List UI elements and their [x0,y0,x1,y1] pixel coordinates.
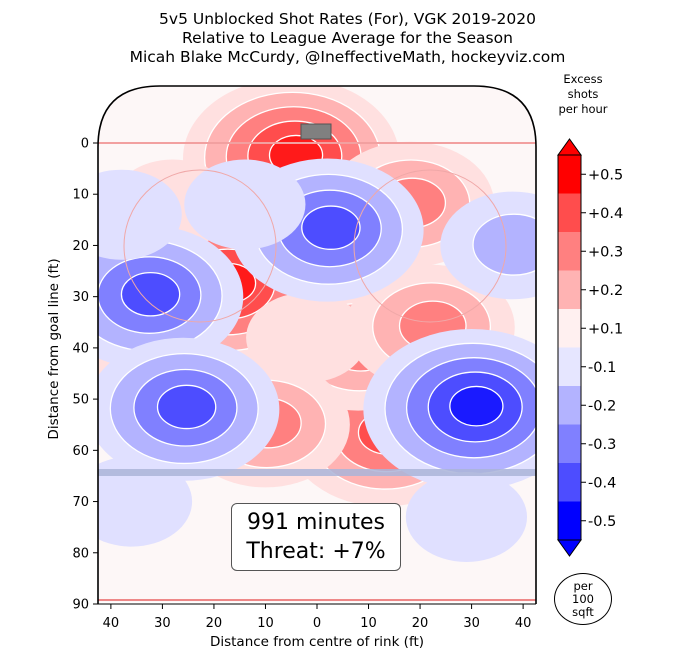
y-tick-label: 40 [72,341,89,356]
y-tick-label: 0 [81,137,89,152]
colorbar-band [558,386,581,425]
contour-level [120,271,181,317]
chart-credit: Micah Blake McCurdy, @IneffectiveMath, h… [129,48,566,66]
contour-level [449,385,504,427]
colorbar-frame [557,154,582,541]
contour-level [405,471,528,562]
contour-level [98,169,182,260]
y-axis-label: Distance from goal line (ft) [46,258,62,439]
colorbar-title-line2: shots [567,87,599,101]
colorbar-band [558,501,581,540]
x-tick-label: 40 [515,616,532,631]
x-axis: 40 30 20 10 0 10 20 30 40 [98,603,536,631]
colorbar-title-line1: Excess [563,72,603,86]
y-tick-label: 50 [72,393,89,408]
colorbar: +0.5 +0.4 +0.3 +0.2 +0.1 -0.1 -0.2 -0.3 -0.4 -0.5 [557,138,623,557]
units-badge: per 100 sqft [554,573,612,625]
heat-feature [98,169,182,260]
colorbar-band [558,193,581,232]
minutes-label: 991 minutes [246,510,386,535]
colorbar-extend-top [557,138,582,156]
contour-level [472,213,536,276]
heat-feature [98,456,193,547]
contour-level [301,205,361,250]
x-tick-label: 10 [257,616,274,631]
y-tick-label: 80 [72,546,89,561]
colorbar-tick-label: +0.2 [588,283,623,299]
heat-feature [246,292,368,383]
colorbar-band [558,155,581,194]
x-tick-label: 10 [360,616,377,631]
colorbar-extend-bottom [557,539,582,557]
summary-annotation-box: 991 minutes Threat: +7% [231,503,401,571]
faceoff-circle-right [353,169,507,323]
contour-level [98,456,193,547]
colorbar-tick-label: -0.2 [588,398,616,414]
units-line3: sqft [572,605,594,619]
contour-level [246,292,368,383]
x-tick-label: 20 [206,616,223,631]
colorbar-tick-label: +0.1 [588,321,623,337]
threat-label: Threat: +7% [246,539,386,564]
y-tick-label: 60 [72,444,89,459]
heat-feature [184,159,306,250]
blue-line [98,469,536,476]
colorbar-band [558,232,581,271]
colorbar-tick-label: -0.4 [588,475,616,491]
colorbar-title: Excess shots per hour [548,72,618,117]
colorbar-band [558,347,581,386]
colorbar-tick-label: +0.4 [588,206,623,222]
chart-title: 5v5 Unblocked Shot Rates (For), VGK 2019… [159,10,536,28]
rink-boards [97,85,537,604]
y-tick-label: 20 [72,239,89,254]
colorbar-band [558,309,581,348]
colorbar-tick-label: +0.5 [588,167,623,183]
heat-feature [405,471,528,562]
x-tick-label: 0 [313,616,321,631]
y-axis: 0 10 20 30 40 50 60 70 80 90 [72,137,99,613]
heat-feature [440,191,536,300]
colorbar-tick-label: +0.3 [588,244,623,260]
colorbar-band [558,270,581,309]
units-line1: per [573,579,593,593]
colorbar-tick-label: -0.1 [588,360,616,376]
contour-level [184,159,306,250]
faceoff-circle-left [123,169,277,323]
colorbar-tick-label: -0.3 [588,437,616,453]
colorbar-band [558,463,581,502]
x-axis-label: Distance from centre of rink (ft) [210,634,424,650]
y-tick-label: 90 [72,598,89,613]
heat-feature [363,328,536,490]
chart-title-block: 5v5 Unblocked Shot Rates (For), VGK 2019… [0,10,695,67]
colorbar-title-line3: per hour [558,102,608,116]
heat-feature [98,337,280,481]
units-line2: 100 [572,592,594,606]
x-tick-label: 30 [463,616,480,631]
goal-net [300,123,332,140]
x-tick-label: 20 [412,616,429,631]
contour-level [156,384,217,430]
chart-subtitle: Relative to League Average for the Seaso… [182,29,513,47]
heatmap-layer [98,86,536,562]
y-tick-label: 30 [72,290,89,305]
x-tick-label: 30 [154,616,171,631]
colorbar-band [558,424,581,463]
x-tick-label: 40 [103,616,120,631]
colorbar-tick-label: -0.5 [588,514,616,530]
y-tick-label: 70 [72,495,89,510]
y-tick-label: 10 [72,188,89,203]
